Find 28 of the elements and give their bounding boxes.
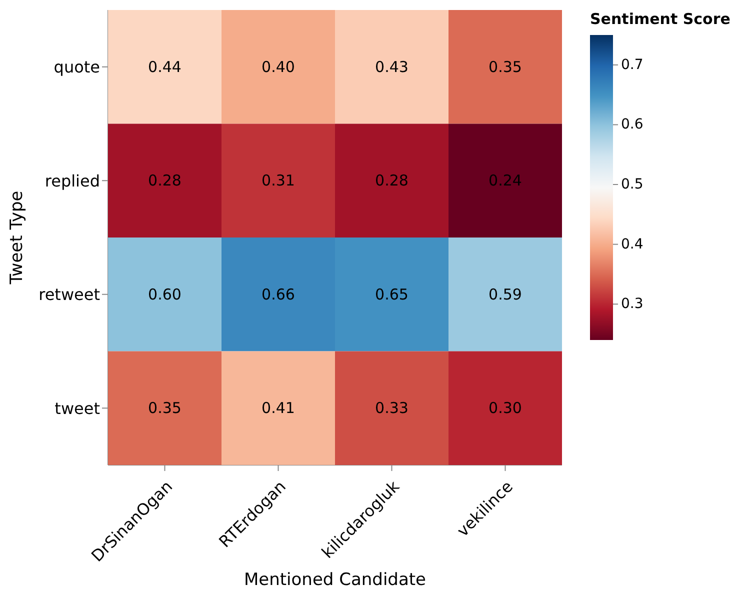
data-label: 0.33 <box>375 399 408 418</box>
color-bar-label: 0.5 <box>621 176 644 193</box>
y-axis-title: Tweet Type <box>7 190 28 286</box>
data-label: 0.28 <box>148 172 182 190</box>
y-tick-label: retweet <box>38 285 100 304</box>
y-tick-label: tweet <box>54 398 100 418</box>
color-bar-label: 0.7 <box>621 56 644 73</box>
data-label: 0.28 <box>375 172 408 190</box>
data-label: 0.30 <box>488 399 522 418</box>
data-label: 0.35 <box>148 399 182 418</box>
y-tick-label: quote <box>54 58 100 77</box>
data-label: 0.41 <box>262 399 295 418</box>
data-label: 0.44 <box>148 58 182 76</box>
data-label: 0.59 <box>488 285 522 304</box>
color-bar-label: 0.6 <box>621 116 644 133</box>
data-label: 0.35 <box>488 58 522 76</box>
color-bar-label: 0.4 <box>621 236 644 252</box>
x-axis-title: Mentioned Candidate <box>244 570 426 590</box>
data-label: 0.60 <box>148 285 182 304</box>
data-label: 0.43 <box>375 58 408 76</box>
data-label: 0.40 <box>262 58 295 76</box>
data-label: 0.66 <box>262 285 295 304</box>
color-bar-title: Sentiment Score <box>590 10 730 28</box>
data-label: 0.31 <box>262 172 295 190</box>
data-label: 0.65 <box>375 285 408 304</box>
y-tick-label: replied <box>44 171 100 190</box>
data-label: 0.24 <box>488 172 522 190</box>
color-bar-label: 0.3 <box>621 296 644 312</box>
